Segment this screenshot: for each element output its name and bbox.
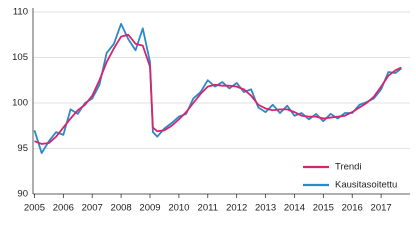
x-tick-label: 2008 <box>111 203 132 214</box>
y-tick-label: 90 <box>17 189 28 200</box>
x-tick-label: 2007 <box>82 203 103 214</box>
x-tick-label: 2015 <box>313 203 334 214</box>
page: {"chart_data": {"type": "line", "x": [20… <box>12 6 410 214</box>
x-tick-label: 2005 <box>24 203 45 214</box>
legend-label: Kausitasoitettu <box>335 180 397 191</box>
chart: 90 95 100 105 110 2005 2006 2007 2008 2009 2010 201… <box>12 7 410 214</box>
y-tick-label: 95 <box>17 143 28 154</box>
x-tick-label: 2017 <box>371 203 392 214</box>
legend-label: Trendi <box>335 162 362 173</box>
x-tick-label: 2006 <box>53 203 74 214</box>
y-tick-label: 100 <box>12 98 28 109</box>
x-tick-label: 2009 <box>139 203 160 214</box>
y-tick-label: 105 <box>12 52 28 63</box>
x-tick-label: 2011 <box>198 203 218 214</box>
y-tick-label: 110 <box>13 7 28 18</box>
x-tick-label: 2014 <box>284 203 305 214</box>
x-tick-label: 2012 <box>226 203 247 214</box>
series-line <box>33 22 402 154</box>
x-tick-label: 2010 <box>168 203 189 214</box>
x-tick-label: 2016 <box>342 203 363 214</box>
x-tick-label: 2013 <box>255 203 276 214</box>
series-line <box>34 33 402 145</box>
